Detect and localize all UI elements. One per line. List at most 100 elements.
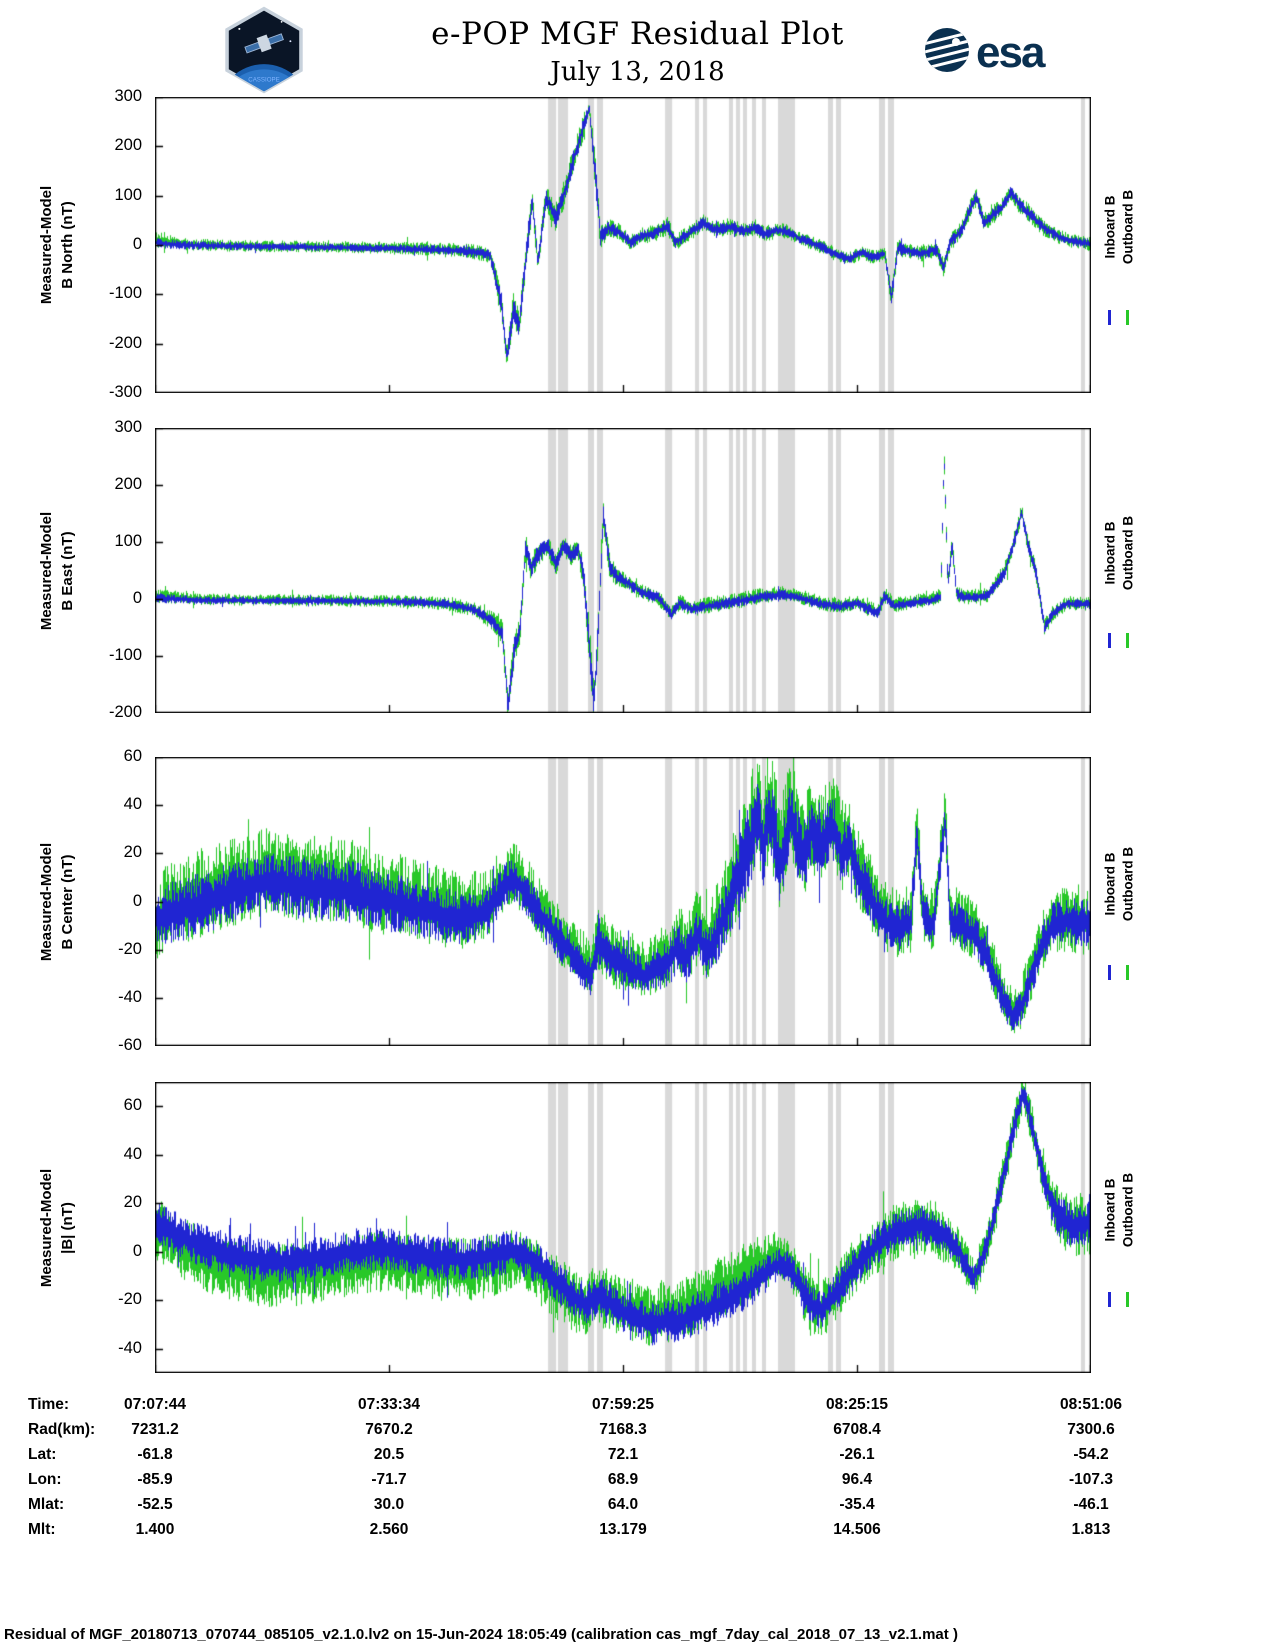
axis-value-cell: -26.1 <box>839 1446 875 1463</box>
axis-value-cell: 7168.3 <box>599 1421 647 1438</box>
y-tick-label: -60 <box>118 1036 142 1054</box>
legend-outboard-mark <box>1126 1291 1129 1307</box>
y-tick-label: -100 <box>108 646 142 664</box>
legend-outboard-label: Outboard B <box>1120 516 1136 591</box>
y-axis-label-b-east: Measured-Model B East (nT) <box>38 511 76 630</box>
axis-value-cell: 30.0 <box>373 1496 405 1513</box>
axis-value-cell: -85.9 <box>137 1471 173 1488</box>
legend-inboard-mark <box>1108 1291 1111 1307</box>
plot-canvas-b-north <box>155 97 1091 393</box>
axis-value-cell: 64.0 <box>607 1496 639 1513</box>
axis-value-cell: -61.8 <box>137 1446 173 1463</box>
legend-inboard-mark <box>1108 310 1111 326</box>
y-tick-label: 0 <box>132 589 142 607</box>
axis-row-label: Lat: <box>28 1446 57 1463</box>
axis-value-cell: 07:33:34 <box>357 1396 421 1413</box>
esa-logo: esa <box>925 28 1048 77</box>
y-tick-label: 0 <box>132 1241 142 1260</box>
legend-outboard-label: Outboard B <box>1120 190 1136 265</box>
plot-legend: Inboard B Outboard B <box>1096 1082 1166 1373</box>
axis-value-cell: 08:25:15 <box>825 1396 889 1413</box>
y-tick-label: 300 <box>114 87 142 105</box>
axis-value-cell: 07:59:25 <box>591 1396 655 1413</box>
y-tick-label: 200 <box>114 136 142 155</box>
axis-row-label: Mlt: <box>28 1521 56 1538</box>
plot-canvas-b-magnitude <box>155 1082 1091 1373</box>
legend-outboard-mark <box>1126 633 1129 649</box>
axis-value-cell: -107.3 <box>1069 1471 1113 1488</box>
axis-value-cell: 68.9 <box>607 1471 639 1488</box>
axis-value-cell: 2.560 <box>369 1521 409 1538</box>
plot-canvas-b-center <box>155 757 1091 1046</box>
y-tick-label: 40 <box>123 1144 142 1163</box>
y-tick-label: -200 <box>108 333 142 352</box>
axis-value-cell: 7231.2 <box>131 1421 179 1438</box>
panel-b-north: Measured-Model B North (nT) Inboard B Ou… <box>0 87 1275 401</box>
y-tick-label: 20 <box>123 843 142 862</box>
axis-row-label: Rad(km): <box>28 1421 96 1438</box>
panel-b-east: Measured-Model B East (nT) Inboard B Out… <box>0 418 1275 721</box>
y-tick-label: 60 <box>123 1096 142 1115</box>
plot-legend: Inboard B Outboard B <box>1096 428 1166 713</box>
legend-outboard-label: Outboard B <box>1120 1172 1136 1248</box>
y-tick-label: 60 <box>123 747 142 765</box>
y-tick-label: -100 <box>108 284 142 303</box>
legend-inboard-label: Inboard B <box>1102 521 1118 585</box>
y-axis-label-b-magnitude: Measured-Model |B| (nT) <box>38 1168 76 1287</box>
legend-outboard-mark <box>1126 310 1129 326</box>
y-tick-label: -40 <box>118 987 142 1006</box>
y-tick-label: 100 <box>114 532 142 550</box>
legend-outboard-label: Outboard B <box>1120 847 1136 922</box>
axis-value-cell: 96.4 <box>841 1471 873 1488</box>
axis-value-cell: 7670.2 <box>365 1421 413 1438</box>
legend-inboard-label: Inboard B <box>1102 195 1118 259</box>
legend-inboard-label: Inboard B <box>1102 852 1118 916</box>
panel-b-center: Measured-Model B Center (nT) Inboard B O… <box>0 747 1275 1054</box>
axis-value-cell: 14.506 <box>833 1521 881 1538</box>
mission-patch-icon: CASSIOPE <box>225 6 303 94</box>
y-tick-label: -200 <box>108 703 142 721</box>
legend-inboard-mark <box>1108 633 1111 649</box>
plot-legend: Inboard B Outboard B <box>1096 97 1166 393</box>
axis-value-cell: 20.5 <box>373 1446 405 1463</box>
axis-row-label: Lon: <box>28 1471 62 1488</box>
axis-row-label: Mlat: <box>28 1496 65 1513</box>
legend-inboard-mark <box>1108 965 1111 981</box>
y-tick-label: 40 <box>123 795 142 814</box>
y-tick-label: -20 <box>118 939 142 958</box>
axis-info-table: Time: 07:07:44 07:33:34 07:59:25 08:25:15 08:… <box>0 1396 1275 1552</box>
plot-canvas-b-east <box>155 428 1091 713</box>
axis-value-cell: -54.2 <box>1073 1446 1109 1463</box>
axis-value-cell: 7300.6 <box>1067 1421 1115 1438</box>
axis-value-cell: 1.400 <box>135 1521 175 1538</box>
y-tick-label: -20 <box>118 1290 142 1309</box>
axis-value-cell: -71.7 <box>371 1471 407 1488</box>
y-tick-label: 100 <box>114 185 142 204</box>
axis-row-label: Time: <box>28 1396 70 1413</box>
legend-inboard-label: Inboard B <box>1102 1178 1118 1242</box>
axis-value-cell: 07:07:44 <box>123 1396 187 1413</box>
axis-value-cell: -52.5 <box>137 1496 173 1513</box>
axis-value-cell: -46.1 <box>1073 1496 1109 1513</box>
legend-outboard-mark <box>1126 965 1129 981</box>
footer-note: Residual of MGF_20180713_070744_085105_v… <box>4 1626 958 1643</box>
axis-value-cell: 08:51:06 <box>1059 1396 1123 1413</box>
y-tick-label: 200 <box>114 475 142 493</box>
axis-value-cell: 1.813 <box>1071 1521 1111 1538</box>
axis-value-cell: 13.179 <box>599 1521 647 1538</box>
axis-value-cell: -35.4 <box>839 1496 875 1513</box>
axis-value-cell: 6708.4 <box>833 1421 881 1438</box>
y-tick-label: 0 <box>132 235 142 253</box>
y-tick-label: -300 <box>108 383 142 401</box>
y-tick-label: 300 <box>114 418 142 436</box>
y-tick-label: -40 <box>118 1338 142 1357</box>
panel-b-magnitude: Measured-Model |B| (nT) Inboard B Outboa… <box>0 1082 1275 1373</box>
page-date: July 13, 2018 <box>550 57 725 87</box>
axis-value-cell: 72.1 <box>607 1446 639 1463</box>
y-tick-label: 20 <box>123 1193 142 1212</box>
esa-text: esa <box>976 28 1046 77</box>
plot-legend: Inboard B Outboard B <box>1096 757 1166 1046</box>
page-title: e-POP MGF Residual Plot <box>431 16 844 52</box>
y-tick-label: 0 <box>132 891 142 910</box>
